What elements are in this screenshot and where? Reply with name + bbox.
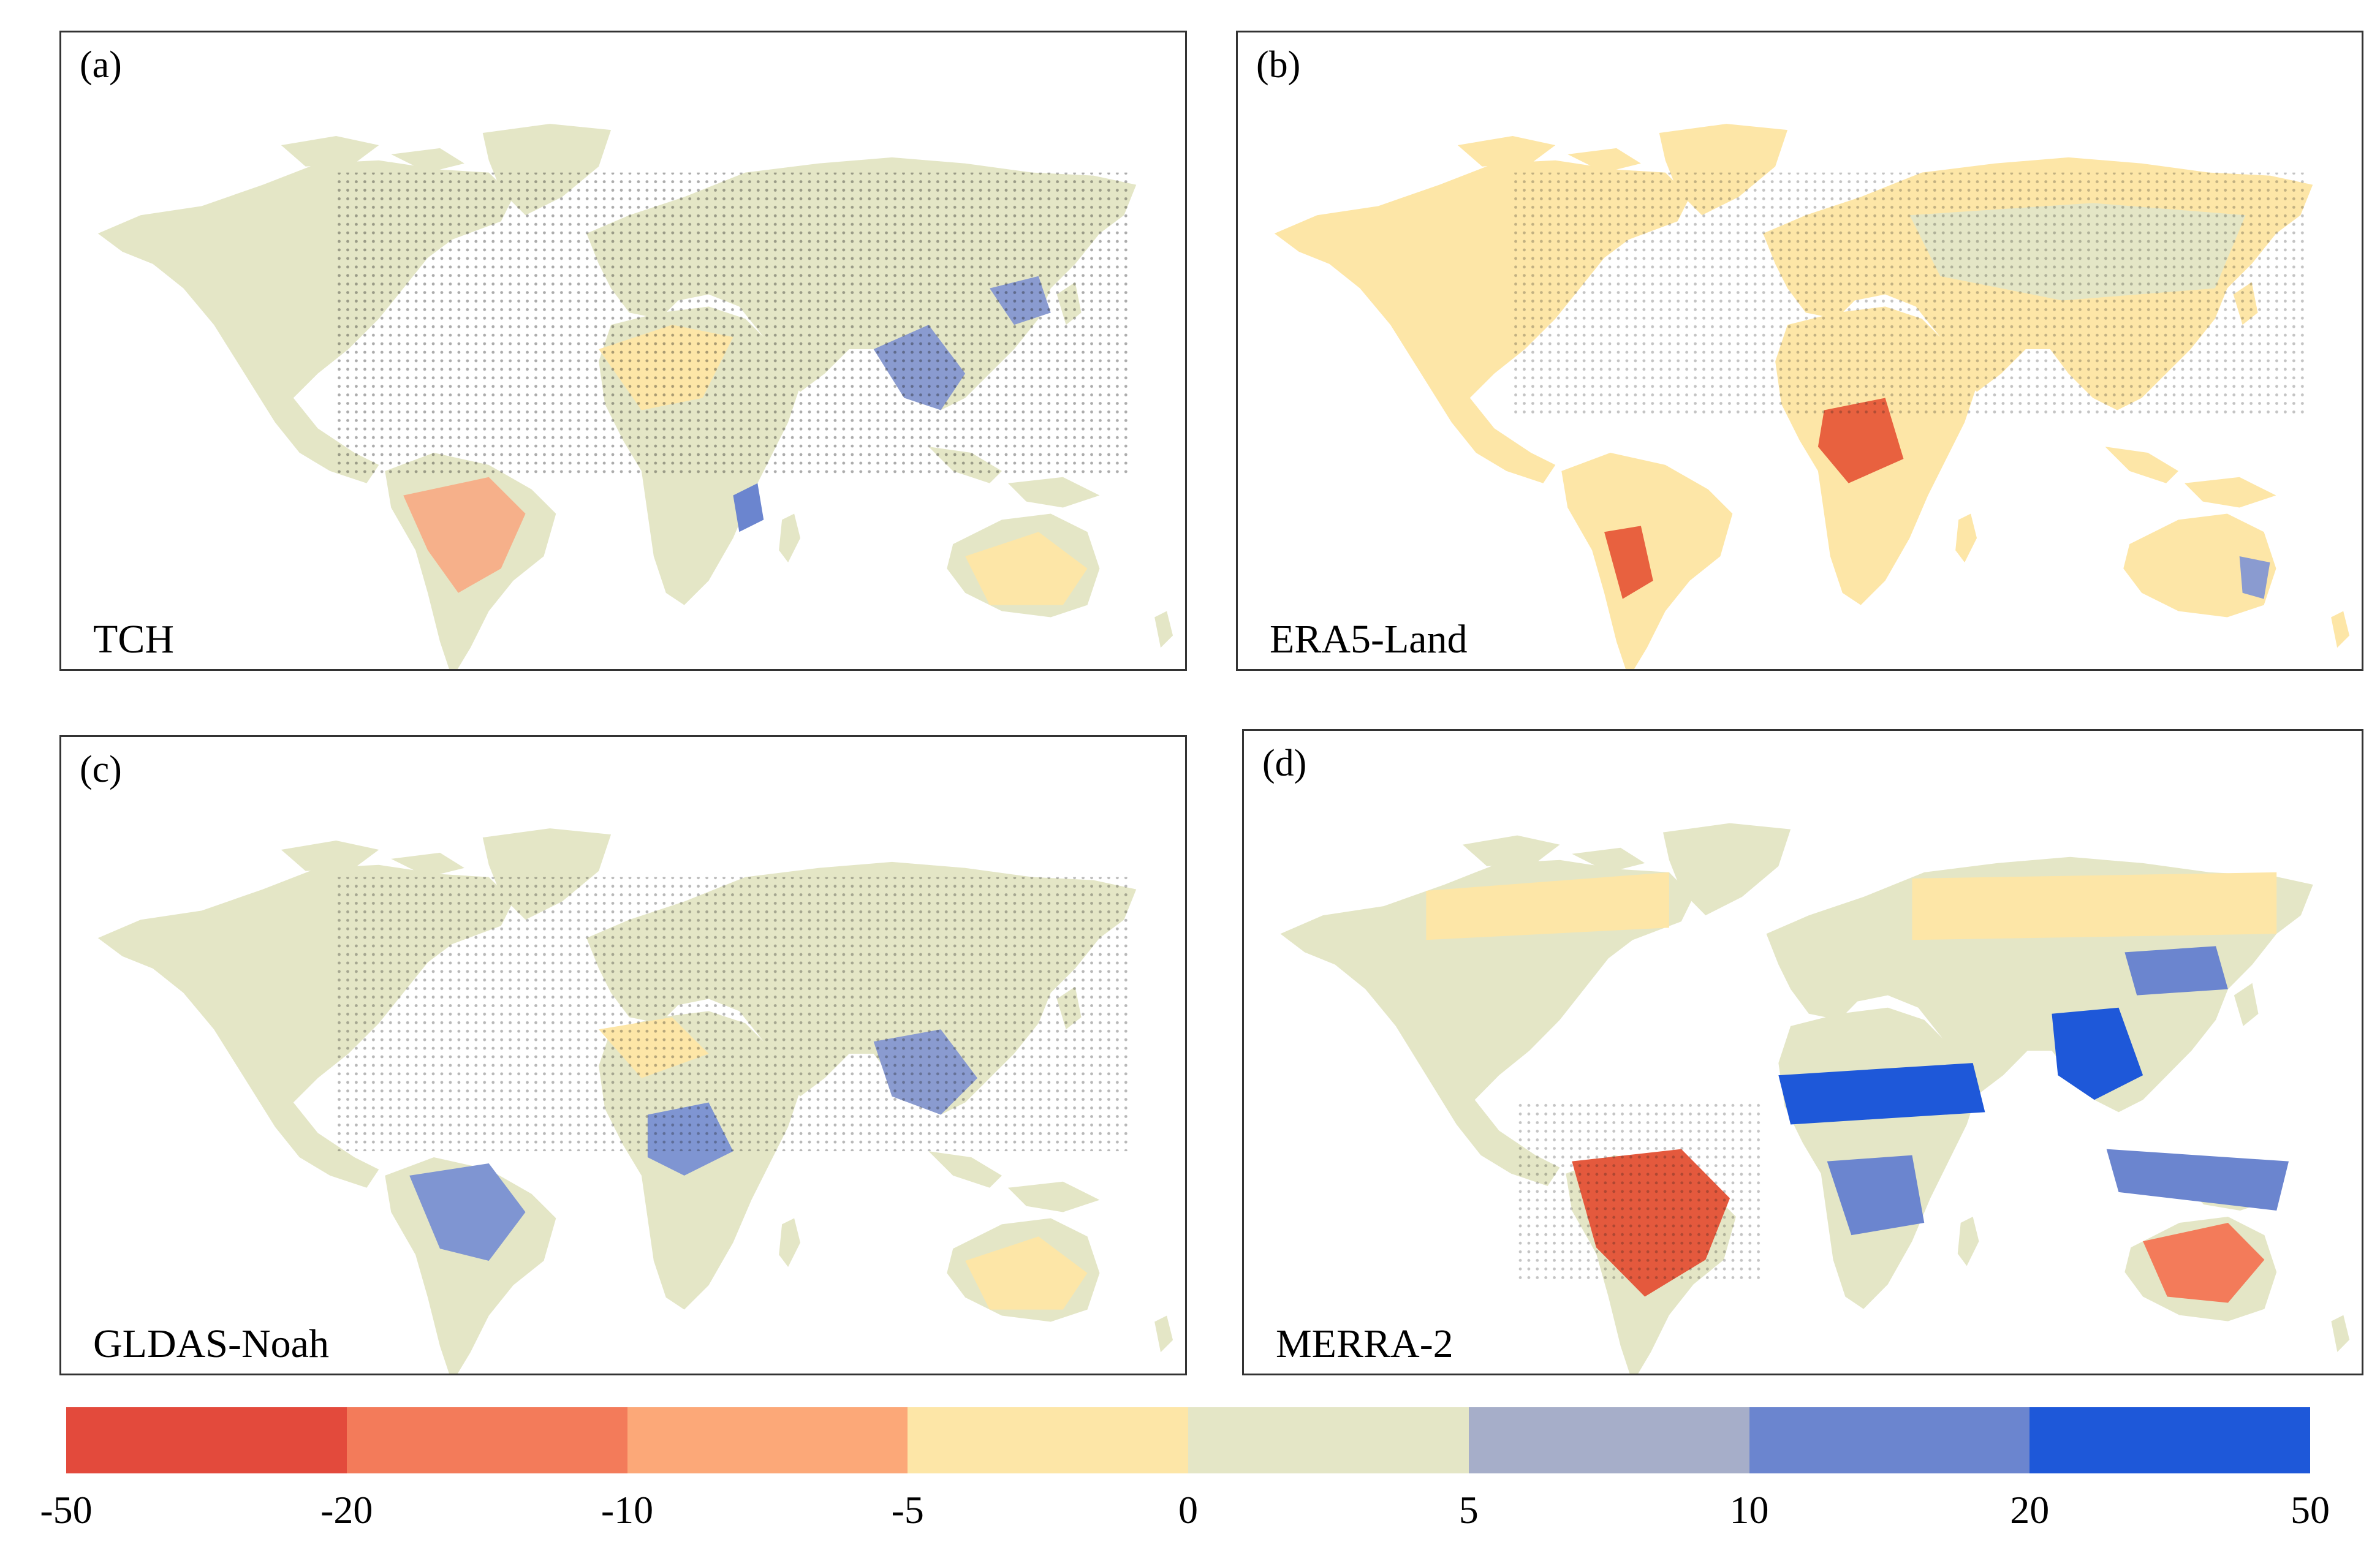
map-panel-a: (a) TCH: [59, 31, 1187, 671]
panel-letter: (c): [80, 749, 122, 790]
colorbar-tick-label: -5: [891, 1488, 924, 1532]
colorbar-tick-label: -10: [601, 1488, 654, 1532]
colorbar-segment: [908, 1407, 1188, 1473]
dataset-label: GLDAS-Noah: [93, 1321, 329, 1366]
panel-letter: (a): [80, 44, 122, 86]
colorbar-tick-label: 0: [1178, 1488, 1198, 1532]
world-map: [1274, 124, 2350, 669]
panel-letter: (d): [1262, 743, 1307, 784]
colorbar-tick-label: -20: [320, 1488, 373, 1532]
colorbar-segment: [346, 1407, 627, 1473]
colorbar: [66, 1407, 2310, 1473]
colorbar-tick-label: 20: [2010, 1488, 2050, 1532]
world-map: [97, 124, 1173, 669]
colorbar-segment: [1468, 1407, 1749, 1473]
colorbar-tick-label: 5: [1458, 1488, 1479, 1532]
dataset-label: MERRA-2: [1276, 1321, 1453, 1366]
colorbar-segment: [1188, 1407, 1469, 1473]
colorbar-tick-label: 10: [1729, 1488, 1769, 1532]
colorbar-segment: [627, 1407, 908, 1473]
world-map: [97, 828, 1173, 1374]
colorbar-tick-label: -50: [40, 1488, 93, 1532]
colorbar-segment: [66, 1407, 347, 1473]
dataset-label: TCH: [93, 617, 174, 662]
colorbar-tick-label: 50: [2291, 1488, 2330, 1532]
colorbar-segment: [1749, 1407, 2030, 1473]
dataset-label: ERA5-Land: [1270, 617, 1468, 662]
panel-letter: (b): [1256, 44, 1301, 86]
world-map: [1280, 823, 2350, 1374]
map-panel-d: (d) MERRA-2: [1242, 729, 2363, 1375]
map-panel-c: (c) GLDAS-Noah: [59, 735, 1187, 1375]
map-panel-b: (b) ERA5-Land: [1236, 31, 2363, 671]
colorbar-segment: [2029, 1407, 2310, 1473]
